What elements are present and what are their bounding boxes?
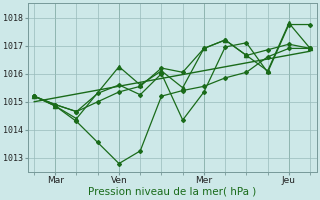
X-axis label: Pression niveau de la mer( hPa ): Pression niveau de la mer( hPa ) xyxy=(88,187,256,197)
